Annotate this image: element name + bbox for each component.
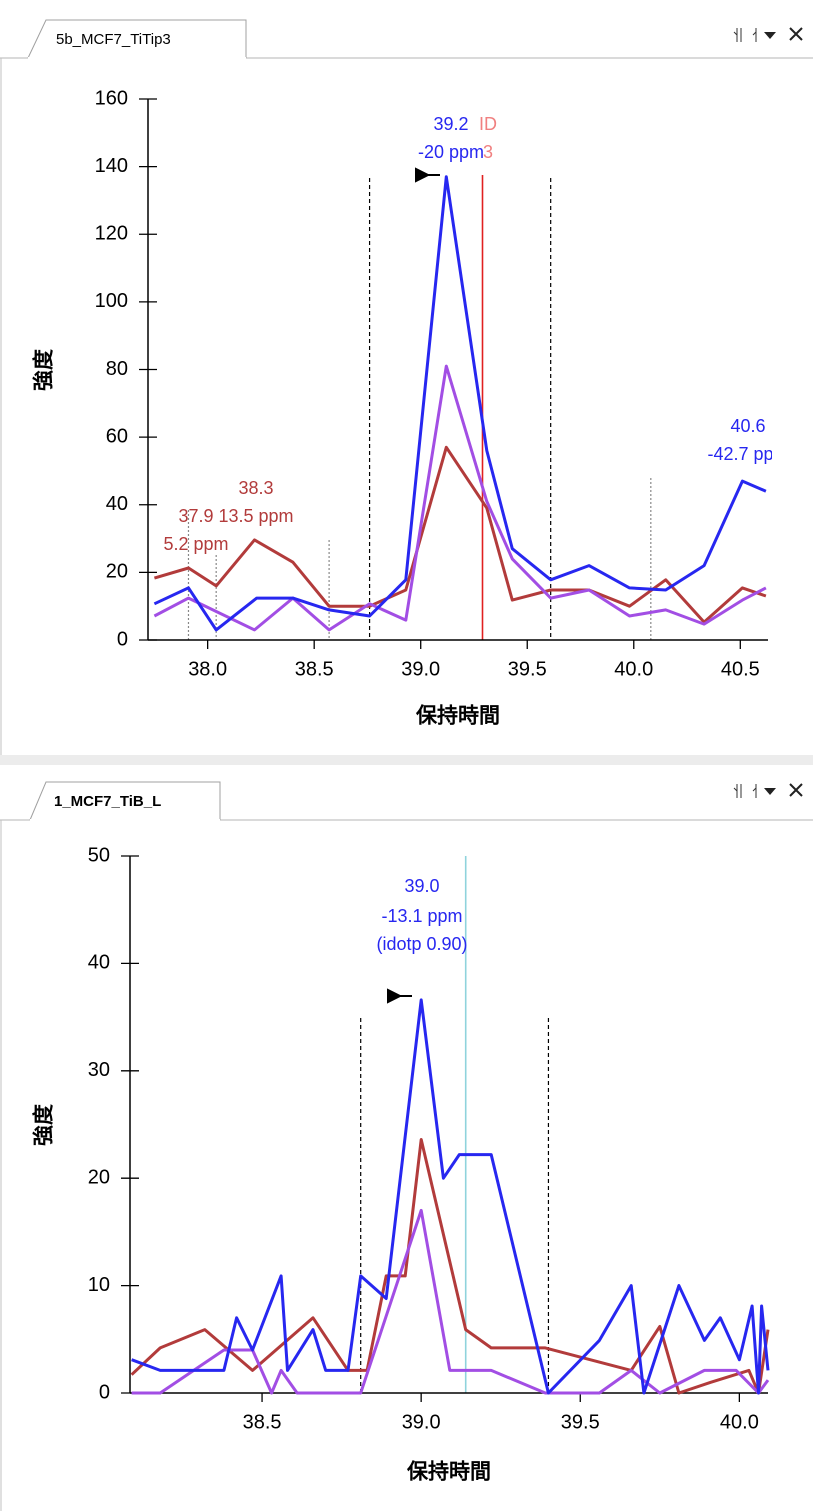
tab-label[interactable]: 1_MCF7_TiB_L xyxy=(54,793,161,810)
x-tick-label: 39.0 xyxy=(402,1411,441,1433)
tab[interactable] xyxy=(29,781,221,821)
series-line xyxy=(153,364,767,632)
y-tick-label: 40 xyxy=(88,952,110,974)
peak-annotation: 39.2 xyxy=(433,114,468,134)
close-icon[interactable] xyxy=(789,783,803,797)
x-tick-label: 39.0 xyxy=(401,658,440,680)
x-tick-label: 38.0 xyxy=(188,658,227,680)
y-tick-label: 100 xyxy=(95,290,128,312)
peak-annotation: 38.3 xyxy=(238,478,273,498)
menu-icon[interactable] xyxy=(764,32,776,39)
y-tick-label: 40 xyxy=(106,493,128,515)
y-tick-label: 0 xyxy=(117,628,128,650)
peak-annotation: 37.9 xyxy=(178,506,213,526)
x-tick-label: 40.0 xyxy=(614,658,653,680)
chart: 0 10 20 30 40 50 38.5 39.0 39.5 40.0 保持時間 強度 39.0 -13… xyxy=(32,844,770,1484)
series-line xyxy=(131,1208,770,1395)
x-tick-label: 38.5 xyxy=(295,658,334,680)
x-axis-title: 保持時間 xyxy=(406,1460,491,1484)
peak-arrow xyxy=(387,988,412,1004)
peak-annotation: 3 xyxy=(483,142,493,162)
scroll-icon[interactable] xyxy=(733,28,757,42)
peak-annotation: 39.0 xyxy=(404,876,439,896)
peak-annotation: -42.7 ppm xyxy=(707,444,788,464)
tab-label[interactable]: 5b_MCF7_TiTip3 xyxy=(56,31,171,48)
y-tick-label: 160 xyxy=(95,87,128,109)
peak-annotation: 13.5 ppm xyxy=(218,506,293,526)
x-axis-title: 保持時間 xyxy=(415,704,500,728)
tab-controls[interactable] xyxy=(733,783,803,798)
peak-annotation: (idotp 0.90) xyxy=(376,934,467,954)
y-tick-label: 120 xyxy=(95,223,128,245)
y-axis-title: 強度 xyxy=(32,1104,56,1146)
x-tick-label: 40.5 xyxy=(721,658,760,680)
y-tick-label: 30 xyxy=(88,1059,110,1081)
panel xyxy=(0,0,813,760)
peak-annotation: 40.6 xyxy=(730,416,765,436)
x-tick-label: 40.0 xyxy=(720,1411,759,1433)
x-tick-label: 39.5 xyxy=(508,658,547,680)
close-icon[interactable] xyxy=(789,27,803,41)
y-tick-label: 140 xyxy=(95,155,128,177)
chart: 0 20 40 60 80 100 120 140 160 38.0 38.5 39.0 39.5 40.… xyxy=(32,87,788,728)
peak-annotation: -20 ppm xyxy=(418,142,484,162)
x-tick-label: 39.5 xyxy=(561,1411,600,1433)
tab-controls[interactable] xyxy=(733,27,803,42)
series-line xyxy=(153,175,767,632)
y-axis-title: 強度 xyxy=(32,349,56,391)
y-tick-label: 80 xyxy=(106,358,128,380)
series-line xyxy=(131,998,770,1395)
scroll-icon[interactable] xyxy=(733,784,757,798)
splitter xyxy=(0,755,813,765)
y-tick-label: 50 xyxy=(88,844,110,866)
y-tick-label: 20 xyxy=(106,561,128,583)
y-tick-label: 0 xyxy=(99,1381,110,1403)
y-tick-label: 60 xyxy=(106,425,128,447)
x-tick-label: 38.5 xyxy=(243,1411,282,1433)
y-tick-label: 10 xyxy=(88,1274,110,1296)
series-line xyxy=(130,1138,770,1395)
peak-annotation: 5.2 ppm xyxy=(163,534,228,554)
menu-icon[interactable] xyxy=(764,788,776,795)
peak-annotation: ID xyxy=(479,114,497,134)
peak-arrow xyxy=(415,167,440,183)
tab[interactable] xyxy=(27,19,247,59)
peak-annotation: -13.1 ppm xyxy=(381,906,462,926)
y-tick-label: 20 xyxy=(88,1166,110,1188)
